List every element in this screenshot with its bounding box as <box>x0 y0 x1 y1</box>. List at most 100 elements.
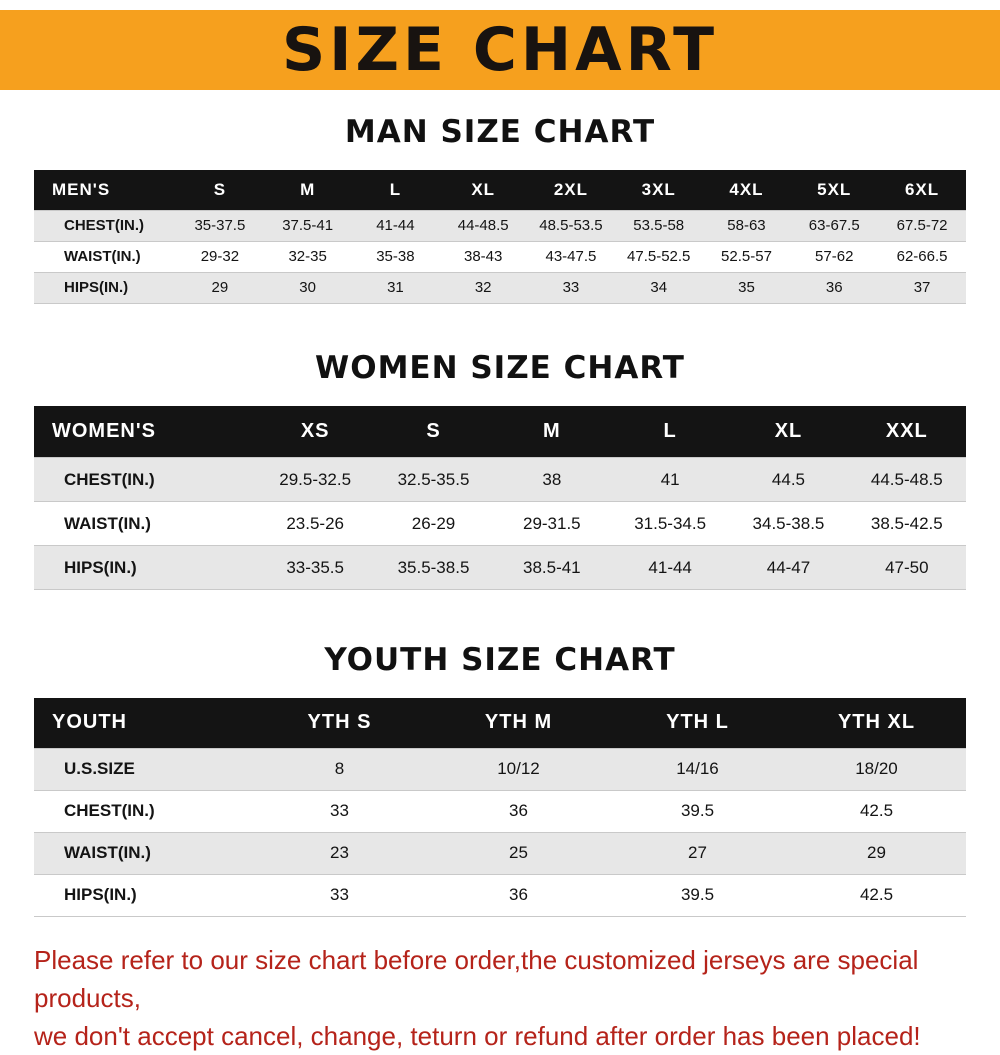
measurement-cell: 36 <box>429 873 608 917</box>
measurement-cell: 47.5-52.5 <box>614 240 703 273</box>
row-label: WAIST(IN.) <box>34 501 256 546</box>
measurement-cell: 38-43 <box>439 240 528 273</box>
measurement-cell: 53.5-58 <box>614 209 703 242</box>
measurement-cell: 29.5-32.5 <box>256 457 375 502</box>
measurement-cell: 62-66.5 <box>878 240 966 273</box>
table-row: HIPS(IN.) 33 36 39.5 42.5 <box>34 873 966 917</box>
size-chart-banner: SIZE CHART <box>0 10 1000 90</box>
size-column-header: S <box>374 405 493 458</box>
size-column-header: XL <box>729 405 848 458</box>
measurement-cell: 33 <box>527 271 615 304</box>
table-header-row: YOUTH YTH S YTH M YTH L YTH XL <box>34 698 966 748</box>
row-label: HIPS(IN.) <box>34 545 256 590</box>
measurement-cell: 31.5-34.5 <box>610 501 730 546</box>
womens-size-table-container: WOMEN'S XS S M L XL XXL CHEST(IN.) 29.5-32.5 32.5… <box>0 405 1000 590</box>
measurement-cell: 32-35 <box>263 240 352 273</box>
measurement-cell: 33 <box>250 789 429 833</box>
footer-disclaimer: Please refer to our size chart before or… <box>34 941 1000 1055</box>
measurement-cell: 41-44 <box>610 545 730 590</box>
measurement-cell: 44-48.5 <box>439 209 528 242</box>
size-column-header: S <box>176 170 264 210</box>
measurement-cell: 48.5-53.5 <box>527 209 615 242</box>
row-label: HIPS(IN.) <box>34 271 176 304</box>
row-label: CHEST(IN.) <box>34 457 256 502</box>
measurement-cell: 43-47.5 <box>527 240 615 273</box>
size-column-header: 6XL <box>878 170 966 210</box>
measurement-cell: 41 <box>610 457 730 502</box>
measurement-cell: 34 <box>614 271 703 304</box>
row-label: WAIST(IN.) <box>34 240 176 273</box>
measurement-cell: 29 <box>176 271 264 304</box>
measurement-cell: 32.5-35.5 <box>374 457 493 502</box>
measurement-cell: 58-63 <box>702 209 791 242</box>
size-column-header: 2XL <box>527 170 615 210</box>
measurement-cell: 26-29 <box>374 501 493 546</box>
table-row: HIPS(IN.) 29 30 31 32 33 34 35 36 37 <box>34 271 966 304</box>
table-title-cell: WOMEN'S <box>34 405 256 458</box>
measurement-cell: 33 <box>250 873 429 917</box>
mens-size-table-container: MEN'S S M L XL 2XL 3XL 4XL 5XL 6XL CHEST(IN.) 35-37… <box>0 170 1000 304</box>
measurement-cell: 35 <box>702 271 791 304</box>
measurement-cell: 38.5-42.5 <box>847 501 966 546</box>
measurement-cell: 44.5 <box>729 457 848 502</box>
measurement-cell: 35-38 <box>351 240 440 273</box>
measurement-cell: 67.5-72 <box>878 209 966 242</box>
measurement-cell: 35.5-38.5 <box>374 545 493 590</box>
table-row: WAIST(IN.) 23.5-26 26-29 29-31.5 31.5-34.5 34… <box>34 501 966 546</box>
measurement-cell: 39.5 <box>608 789 787 833</box>
footer-disclaimer-line-2: we don't accept cancel, change, teturn o… <box>34 1020 921 1051</box>
size-column-header: YTH M <box>429 698 608 748</box>
measurement-cell: 38.5-41 <box>492 545 611 590</box>
size-column-header: XXL <box>847 405 966 458</box>
size-column-header: M <box>263 170 352 210</box>
table-title-cell: YOUTH <box>34 698 250 748</box>
youth-size-table: YOUTH YTH S YTH M YTH L YTH XL U.S.SIZE 8 10/12… <box>34 698 966 917</box>
row-label: CHEST(IN.) <box>34 789 250 833</box>
youth-size-table-container: YOUTH YTH S YTH M YTH L YTH XL U.S.SIZE 8 10/12… <box>0 698 1000 917</box>
measurement-cell: 57-62 <box>790 240 879 273</box>
table-title-cell: MEN'S <box>34 170 176 210</box>
measurement-cell: 23 <box>250 831 429 875</box>
measurement-cell: 23.5-26 <box>256 501 375 546</box>
size-column-header: 3XL <box>614 170 703 210</box>
size-column-header: XL <box>439 170 528 210</box>
measurement-cell: 29-31.5 <box>492 501 611 546</box>
size-column-header: L <box>610 405 730 458</box>
youth-size-chart-heading: YOUTH SIZE CHART <box>324 642 676 678</box>
banner-title: SIZE CHART <box>281 15 719 85</box>
measurement-cell: 34.5-38.5 <box>729 501 848 546</box>
size-column-header: YTH L <box>608 698 787 748</box>
row-label: CHEST(IN.) <box>34 209 176 242</box>
footer-disclaimer-line-1: Please refer to our size chart before or… <box>34 944 919 1013</box>
measurement-cell: 38 <box>492 457 611 502</box>
table-row: HIPS(IN.) 33-35.5 35.5-38.5 38.5-41 41-44 44-… <box>34 545 966 590</box>
measurement-cell: 29 <box>787 831 966 875</box>
measurement-cell: 32 <box>439 271 528 304</box>
measurement-cell: 36 <box>790 271 879 304</box>
size-column-header: YTH XL <box>787 698 966 748</box>
size-column-header: YTH S <box>250 698 429 748</box>
row-label: HIPS(IN.) <box>34 873 250 917</box>
measurement-cell: 44-47 <box>729 545 848 590</box>
measurement-cell: 52.5-57 <box>702 240 791 273</box>
measurement-cell: 42.5 <box>787 873 966 917</box>
size-column-header: 4XL <box>702 170 791 210</box>
measurement-cell: 10/12 <box>429 747 608 791</box>
measurement-cell: 44.5-48.5 <box>847 457 966 502</box>
size-column-header: 5XL <box>790 170 879 210</box>
man-size-chart-heading: MAN SIZE CHART <box>344 114 656 150</box>
measurement-cell: 36 <box>429 789 608 833</box>
size-column-header: XS <box>256 405 375 458</box>
measurement-cell: 29-32 <box>176 240 264 273</box>
table-row: WAIST(IN.) 23 25 27 29 <box>34 831 966 875</box>
measurement-cell: 42.5 <box>787 789 966 833</box>
table-row: CHEST(IN.) 33 36 39.5 42.5 <box>34 789 966 833</box>
measurement-cell: 31 <box>351 271 440 304</box>
measurement-cell: 47-50 <box>847 545 966 590</box>
size-column-header: L <box>351 170 440 210</box>
table-row: U.S.SIZE 8 10/12 14/16 18/20 <box>34 747 966 791</box>
measurement-cell: 35-37.5 <box>176 209 264 242</box>
measurement-cell: 30 <box>263 271 352 304</box>
table-row: CHEST(IN.) 29.5-32.5 32.5-35.5 38 41 44.5 44.5… <box>34 457 966 502</box>
table-row: WAIST(IN.) 29-32 32-35 35-38 38-43 43-47.5 47.… <box>34 240 966 273</box>
